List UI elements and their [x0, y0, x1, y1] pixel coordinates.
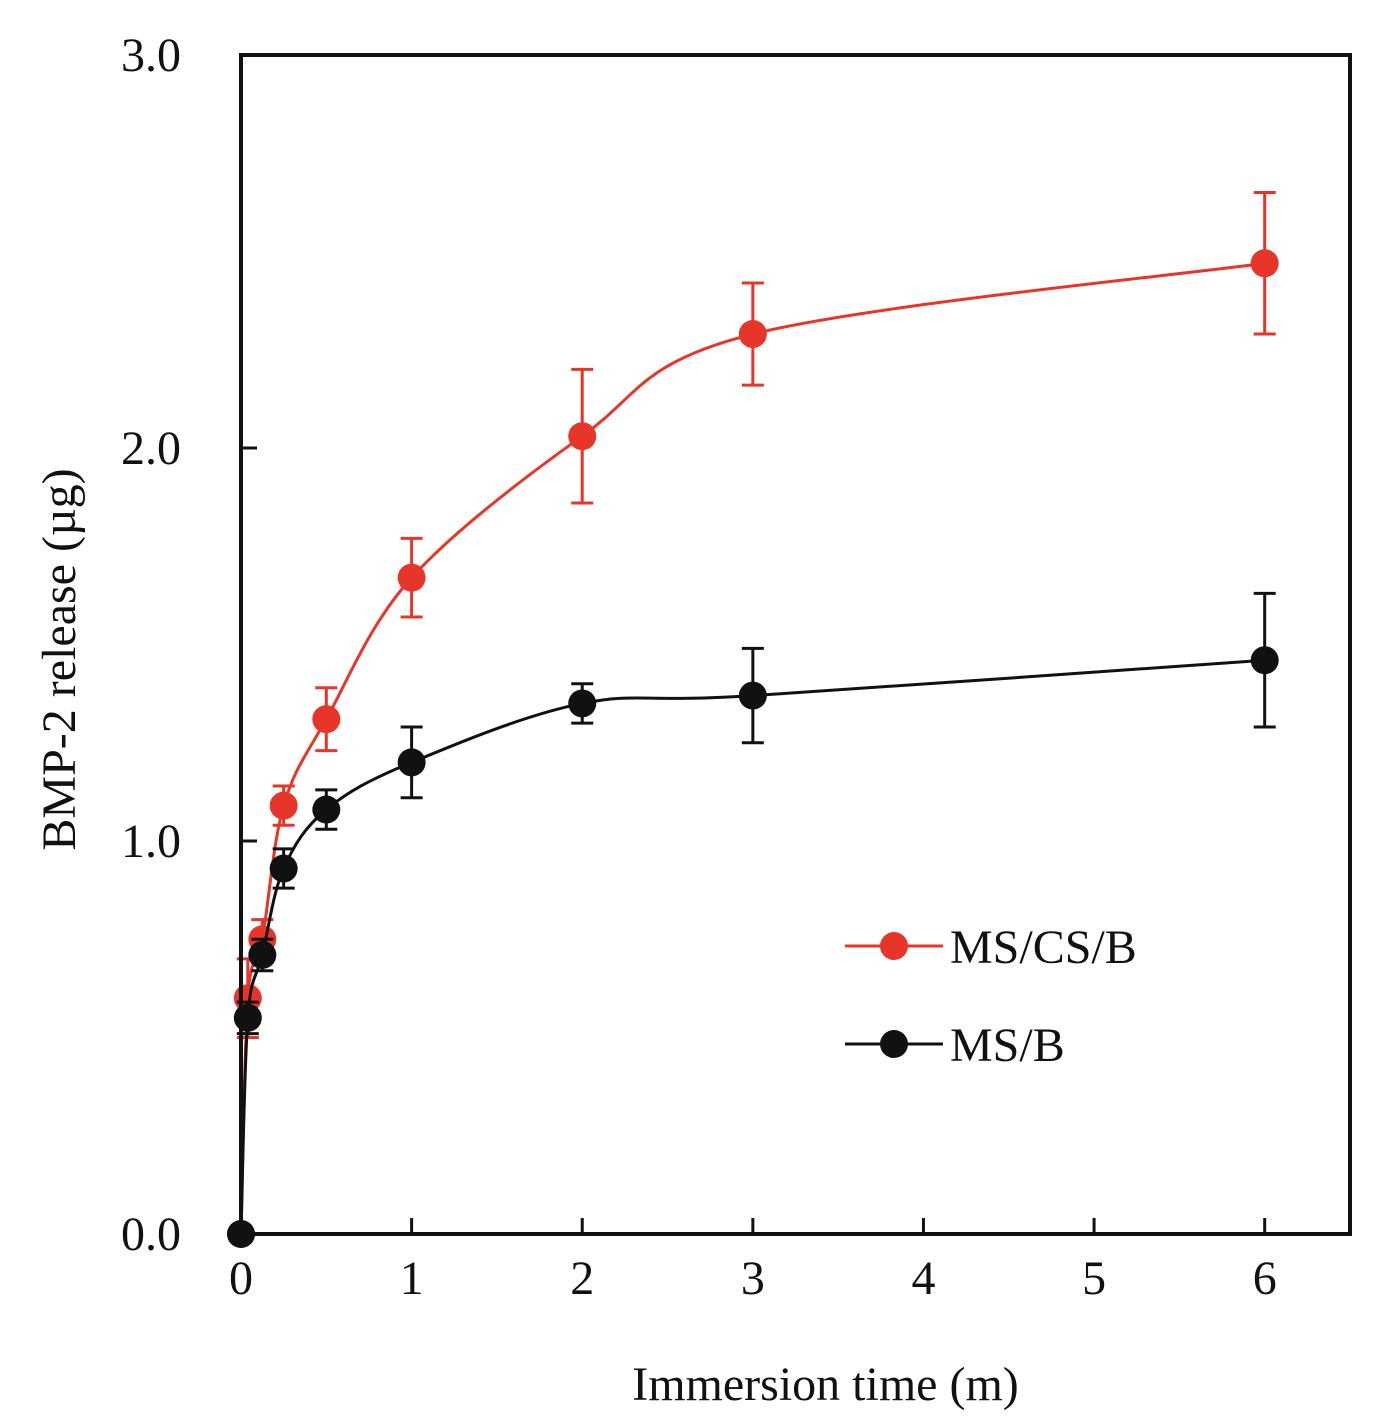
- x-tick-label: 3: [741, 1252, 765, 1305]
- data-point-ms-cs-b: [312, 705, 341, 734]
- data-point-ms-b: [269, 854, 298, 883]
- legend-label-ms-cs-b: MS/CS/B: [950, 921, 1137, 974]
- x-tick-label: 2: [570, 1252, 594, 1305]
- plot-frame: [239, 53, 1352, 1236]
- series-line-ms-b: [239, 658, 1265, 1235]
- series-layer: [227, 191, 1279, 1248]
- legend-label-ms-b: MS/B: [950, 1019, 1065, 1072]
- data-point-ms-cs-b: [1250, 249, 1279, 278]
- data-point-ms-b: [233, 1003, 262, 1032]
- x-axis-title: Immersion time (m): [632, 1358, 1019, 1411]
- data-point-ms-cs-b: [397, 563, 426, 592]
- data-point-ms-b: [738, 681, 767, 710]
- data-point-ms-b: [397, 748, 426, 777]
- x-tick-label: 0: [229, 1252, 253, 1305]
- series-ms-cs-b: [227, 191, 1279, 1248]
- axes-layer: 0 1 2 3 4 5 6 0.0 1.0 2.0 3.0: [121, 29, 1277, 1305]
- data-point-ms-b: [568, 689, 597, 718]
- data-point-ms-cs-b: [738, 320, 767, 349]
- series-line-ms-cs-b: [239, 261, 1265, 1235]
- legend-marker-ms-b: [880, 1030, 908, 1058]
- y-tick-label: 1.0: [121, 815, 181, 868]
- x-tick-label: 1: [400, 1252, 424, 1305]
- data-point-ms-b: [1250, 646, 1279, 675]
- x-tick-label: 5: [1082, 1252, 1106, 1305]
- data-point-ms-cs-b: [269, 791, 298, 820]
- y-tick-label: 3.0: [121, 29, 181, 82]
- data-point-ms-b: [248, 940, 277, 969]
- legend-marker-ms-cs-b: [880, 932, 908, 960]
- data-point-ms-cs-b: [568, 422, 597, 451]
- y-tick-label: 0.0: [121, 1208, 181, 1261]
- y-axis-title: BMP-2 release (µg): [33, 468, 86, 850]
- y-tick-label: 2.0: [121, 422, 181, 475]
- x-tick-label: 4: [911, 1252, 935, 1305]
- x-tick-label: 6: [1253, 1252, 1277, 1305]
- legend: MS/CS/B MS/B: [845, 921, 1137, 1072]
- data-point-ms-b: [312, 795, 341, 824]
